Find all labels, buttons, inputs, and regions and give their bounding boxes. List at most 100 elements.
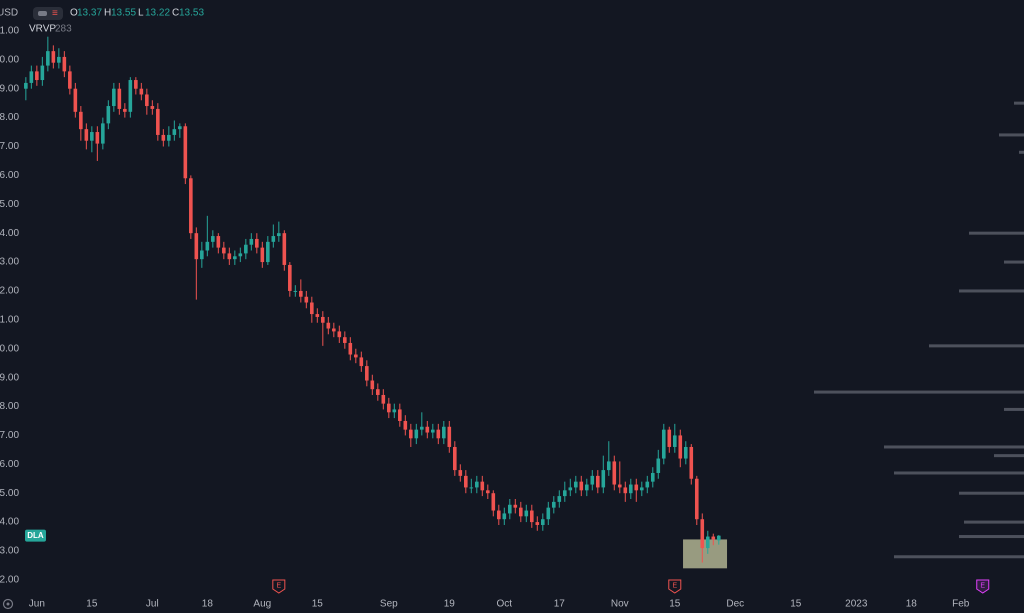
x-tick-label: Jun	[29, 599, 45, 610]
candle-body	[233, 256, 237, 260]
candle-body	[634, 484, 639, 491]
candle-body	[617, 484, 622, 488]
candle-body	[216, 236, 221, 248]
candle-body	[568, 487, 573, 491]
candle-body	[595, 475, 600, 488]
volume-profile-bar	[1004, 407, 1024, 411]
candle-body	[73, 88, 78, 112]
candle-body	[156, 108, 160, 135]
candle-body	[249, 238, 254, 245]
candle-body	[551, 501, 556, 508]
candle-body	[348, 342, 353, 355]
candle-body	[189, 178, 193, 234]
candle-body	[700, 519, 705, 549]
candle-body	[326, 322, 331, 329]
candle-body	[508, 504, 512, 514]
candle-body	[337, 331, 342, 338]
candle-body	[139, 88, 144, 95]
candle-body	[661, 429, 666, 459]
candle-body	[205, 241, 210, 251]
currency: USD	[0, 8, 18, 19]
candle-body	[694, 478, 699, 520]
candle-body	[266, 241, 270, 263]
y-tick-label: 26.00	[0, 170, 19, 181]
candle-body	[365, 366, 369, 381]
y-tick-label: 28.00	[0, 112, 19, 123]
candle-body	[491, 493, 496, 511]
candle-body	[354, 354, 358, 358]
volume-profile-bar	[1004, 260, 1024, 264]
candle-body	[194, 233, 199, 260]
candle-body	[62, 56, 67, 72]
candle-body	[145, 94, 149, 107]
candle-body	[222, 247, 226, 254]
y-tick-label: 19.00	[0, 372, 19, 383]
candle-body	[480, 481, 485, 491]
candle-body	[513, 504, 518, 508]
candle-body	[573, 481, 578, 488]
candle-body	[392, 409, 397, 413]
y-tick-label: 14.00	[0, 517, 19, 528]
candle-body	[167, 134, 171, 141]
candle-body	[678, 435, 683, 459]
candle-body	[40, 65, 45, 81]
candle-body	[24, 82, 28, 89]
volume-profile-bar	[929, 344, 1024, 348]
candle-body	[95, 132, 100, 144]
ohlc-value: 13.55	[111, 8, 136, 19]
event-marker	[976, 579, 990, 594]
y-tick-label: 18.00	[0, 401, 19, 412]
y-tick-label: 13.00	[0, 546, 19, 557]
candle-body	[211, 236, 215, 242]
candle-body	[310, 302, 314, 315]
candle-body	[502, 513, 507, 520]
volume-profile-bar	[964, 520, 1024, 524]
candle-body	[255, 238, 259, 248]
candle-body	[299, 290, 303, 297]
candle-body	[29, 71, 34, 83]
ohlc-label: H	[104, 8, 111, 19]
x-tick-label: 15	[669, 599, 681, 610]
x-tick-label: Feb	[952, 599, 970, 610]
symbol-tag-bg	[25, 529, 46, 542]
candle-body	[244, 244, 248, 254]
y-tick-label: 12.00	[0, 575, 19, 586]
y-tick-label: 25.00	[0, 199, 19, 210]
candle-body	[84, 129, 89, 141]
candle-body	[271, 236, 276, 242]
candle-body	[612, 461, 617, 485]
volume-profile-bar	[814, 390, 1024, 394]
x-tick-label: 18	[906, 599, 918, 610]
candle-body	[562, 490, 567, 497]
candle-body	[315, 314, 320, 317]
y-tick-label: 15.00	[0, 488, 19, 499]
candle-body	[150, 106, 155, 109]
volume-profile-bar	[959, 535, 1024, 539]
volume-profile-bar	[959, 289, 1024, 293]
candle-body	[101, 123, 105, 144]
candle-body	[518, 507, 523, 517]
candle-body	[436, 429, 441, 439]
settings-icon[interactable]	[2, 598, 14, 610]
candle-body	[178, 126, 182, 130]
indicator-value: 283	[55, 24, 72, 35]
candle-body	[277, 233, 281, 237]
candle-body	[656, 458, 661, 473]
toggle-button[interactable]	[33, 7, 63, 20]
candle-body	[46, 51, 50, 66]
candle-body	[90, 132, 94, 141]
candle-body	[398, 409, 402, 421]
candle-body	[200, 250, 204, 260]
y-tick-label: 31.00	[0, 26, 19, 37]
candle-body	[540, 519, 545, 525]
candle-body	[332, 328, 336, 332]
annotation-box	[683, 539, 728, 569]
indicator-name: VRVP	[29, 24, 56, 35]
candle-body	[645, 481, 650, 488]
candle-body	[343, 337, 347, 343]
x-tick-label: Sep	[380, 599, 398, 610]
candle-body	[584, 484, 589, 491]
y-tick-label: 20.00	[0, 343, 19, 354]
